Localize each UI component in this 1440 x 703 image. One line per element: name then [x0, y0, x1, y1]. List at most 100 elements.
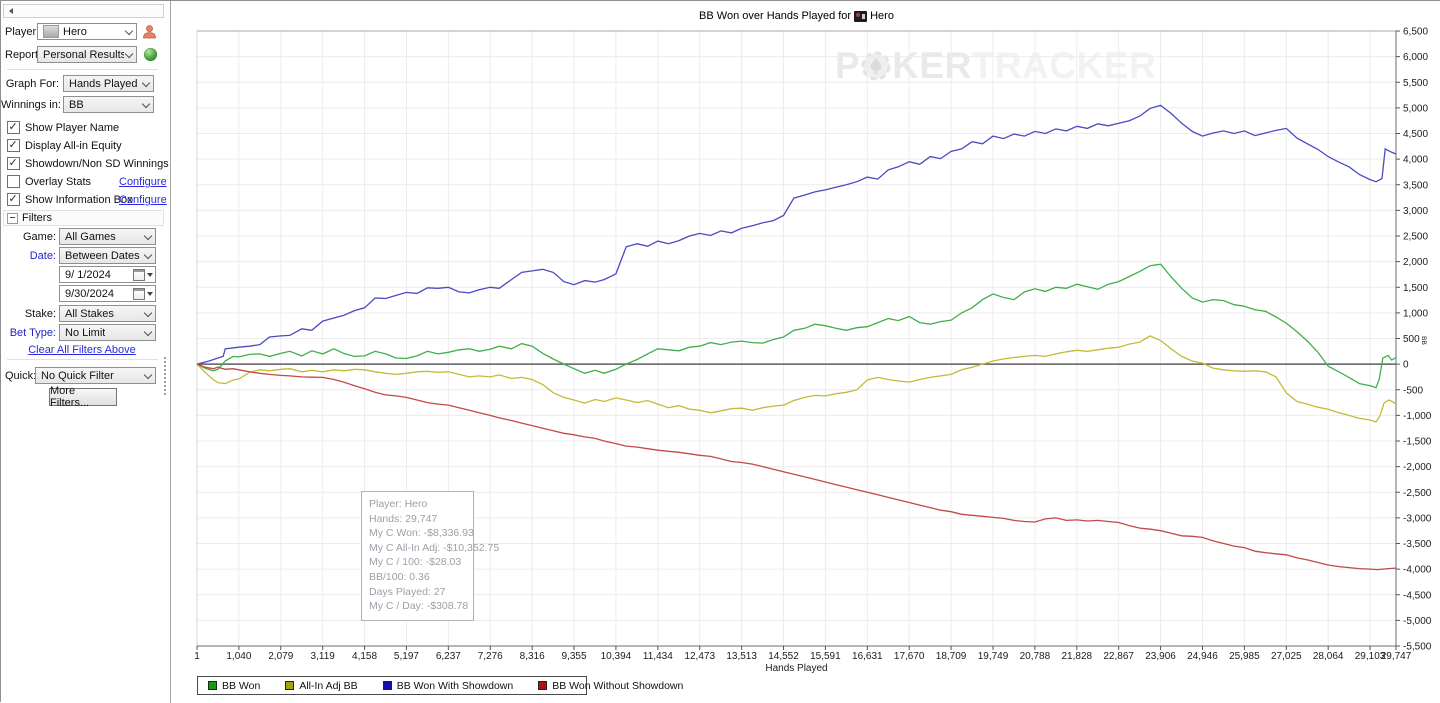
winnings-in-select[interactable]: BB	[63, 96, 154, 113]
svg-text:0: 0	[1403, 360, 1409, 371]
infobox-line: My C All-In Adj: -$10,352.75	[369, 541, 500, 554]
graph-for-select[interactable]: Hands Played	[63, 75, 154, 92]
checkbox-label: Show Information Box	[25, 193, 133, 206]
player-select[interactable]: Hero	[37, 23, 137, 40]
calendar-dropdown-button[interactable]	[133, 268, 155, 281]
svg-text:-3,500: -3,500	[1403, 539, 1432, 550]
dropdown-arrow-icon	[147, 291, 153, 296]
svg-text:15,591: 15,591	[810, 651, 841, 662]
infobox-line: My C / 100: -$28.03	[369, 556, 462, 569]
svg-text:1,000: 1,000	[1403, 308, 1428, 319]
svg-text:4,000: 4,000	[1403, 155, 1428, 166]
svg-text:-1,000: -1,000	[1403, 411, 1432, 422]
checkbox-icon	[7, 120, 20, 134]
svg-text:2,500: 2,500	[1403, 232, 1428, 243]
svg-text:5,000: 5,000	[1403, 103, 1428, 114]
svg-text:2,079: 2,079	[268, 651, 293, 662]
graph-title-text: BB Won over Hands Played for	[699, 10, 852, 22]
chevron-down-icon	[143, 309, 152, 318]
svg-text:-2,500: -2,500	[1403, 488, 1432, 499]
configure-overlay-link[interactable]: Configure	[119, 176, 167, 188]
calendar-dropdown-button[interactable]	[133, 287, 155, 300]
bet-type-filter-select[interactable]: No Limit	[59, 324, 156, 341]
report-refresh-icon[interactable]	[144, 48, 157, 61]
series-line	[196, 104, 1397, 365]
infobox-line: Player: Hero	[369, 498, 428, 510]
stake-label: Stake:	[24, 308, 56, 320]
watermark-text: TRACKER	[971, 45, 1157, 86]
report-select[interactable]: Personal Results	[37, 46, 137, 63]
options-sidebar: Player: Hero Report: Personal Results Gr…	[1, 1, 171, 703]
checkbox-label: Show Player Name	[25, 121, 120, 134]
player-select-value: Hero	[63, 25, 87, 38]
svg-text:1,040: 1,040	[226, 651, 251, 662]
filters-header-label: Filters	[22, 212, 52, 224]
svg-text:6,500: 6,500	[1403, 27, 1428, 38]
graph-for-value: Hands Played	[69, 77, 138, 90]
collapse-box-icon	[7, 212, 18, 224]
date-to-field[interactable]: 9/30/2024	[59, 285, 156, 302]
game-filter-select[interactable]: All Games	[59, 228, 156, 245]
svg-text:21,828: 21,828	[1062, 651, 1093, 662]
information-box: Player: Hero Hands: 29,747 My C Won: -$8,3…	[361, 491, 500, 621]
svg-text:-4,000: -4,000	[1403, 565, 1432, 576]
svg-text:-5,000: -5,000	[1403, 616, 1432, 627]
series-line	[196, 263, 1397, 389]
checkbox-icon	[7, 138, 20, 152]
quick-filter-value: No Quick Filter	[41, 369, 114, 382]
legend-label: BB Won Without Showdown	[552, 679, 684, 692]
pokertracker-watermark: P KER TRACKER	[835, 45, 1156, 87]
graph-title-player: Hero	[870, 10, 894, 22]
svg-text:-3,000: -3,000	[1403, 513, 1432, 524]
svg-text:-5,500: -5,500	[1403, 642, 1432, 653]
panel-splitter-grip[interactable]	[164, 357, 166, 395]
legend-item: BB Won	[208, 680, 260, 692]
svg-text:8,316: 8,316	[520, 651, 545, 662]
svg-text:6,000: 6,000	[1403, 52, 1428, 63]
svg-text:7,276: 7,276	[478, 651, 503, 662]
stake-filter-value: All Stakes	[65, 307, 114, 320]
chevron-down-icon	[141, 79, 150, 88]
player-label: Player:	[5, 26, 40, 38]
player-manager-icon[interactable]	[142, 24, 157, 39]
checkbox-display-allin-equity[interactable]: Display All-in Equity	[7, 138, 122, 152]
configure-infobox-link[interactable]: Configure	[119, 194, 167, 206]
poker-chip-icon	[861, 51, 891, 81]
checkbox-show-player-name[interactable]: Show Player Name	[7, 120, 120, 134]
legend-swatch	[208, 681, 217, 690]
svg-text:17,670: 17,670	[894, 651, 925, 662]
svg-text:5,197: 5,197	[394, 651, 419, 662]
svg-text:9,355: 9,355	[562, 651, 587, 662]
legend-swatch	[285, 681, 295, 690]
svg-text:1: 1	[194, 651, 200, 662]
sidebar-collapse-bar[interactable]	[3, 4, 164, 18]
svg-text:22,867: 22,867	[1103, 651, 1134, 662]
quick-filter-select[interactable]: No Quick Filter	[35, 367, 156, 384]
watermark-text: KER	[892, 45, 972, 86]
date-from-field[interactable]: 9/ 1/2024	[59, 266, 156, 283]
chevron-down-icon	[124, 50, 133, 59]
infobox-line: Hands: 29,747	[369, 512, 438, 525]
svg-text:13,513: 13,513	[726, 651, 757, 662]
more-filters-button[interactable]: More Filters...	[49, 385, 117, 409]
chevron-down-icon	[124, 27, 133, 36]
infobox-line: BB/100: 0.36	[369, 570, 430, 583]
watermark-text: P	[835, 45, 861, 86]
stake-filter-select[interactable]: All Stakes	[59, 305, 156, 322]
report-label: Report:	[5, 49, 42, 61]
checkbox-showdown-nonsd[interactable]: Showdown/Non SD Winnings	[7, 156, 169, 170]
svg-text:10,394: 10,394	[601, 651, 632, 662]
checkbox-show-information-box[interactable]: Show Information Box	[7, 192, 133, 206]
site-icon	[854, 10, 868, 22]
checkbox-label: Showdown/Non SD Winnings	[25, 157, 169, 170]
clear-all-filters-link[interactable]: Clear All Filters Above	[28, 344, 136, 356]
checkbox-overlay-stats[interactable]: Overlay Stats	[7, 175, 91, 188]
legend-label: BB Won	[222, 679, 261, 692]
legend-item: BB Won Without Showdown	[538, 680, 683, 692]
date-filter-select[interactable]: Between Dates	[59, 247, 156, 264]
chevron-down-icon	[141, 100, 150, 109]
filters-group-header[interactable]: Filters	[3, 210, 164, 226]
divider	[7, 359, 158, 360]
svg-text:3,000: 3,000	[1403, 206, 1428, 217]
